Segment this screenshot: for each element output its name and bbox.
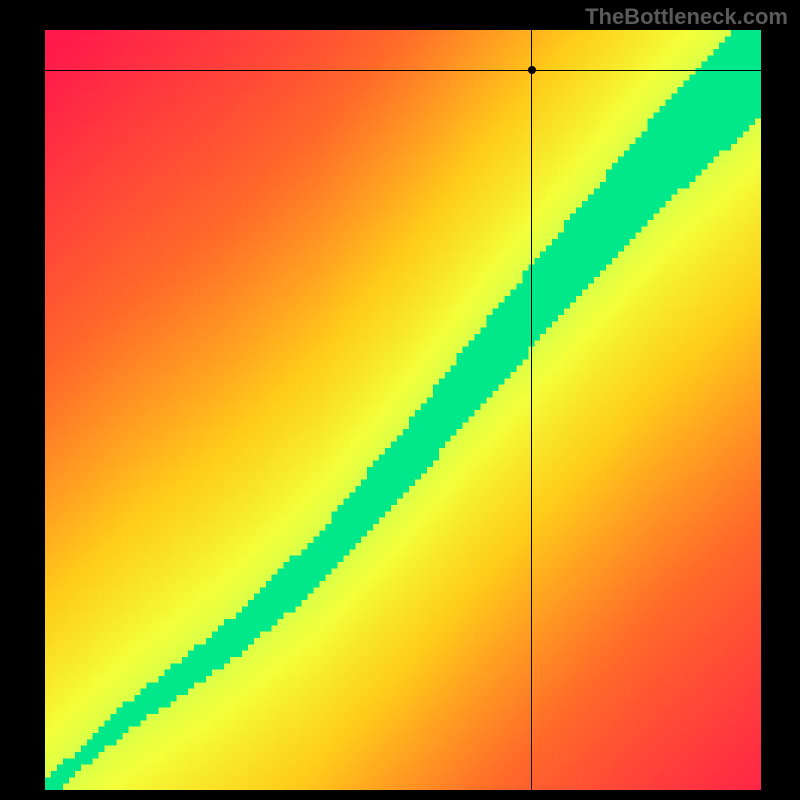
- plot-area: [45, 30, 761, 790]
- heatmap-canvas: [45, 30, 761, 790]
- chart-container: TheBottleneck.com: [0, 0, 800, 800]
- crosshair-vertical: [531, 30, 532, 790]
- intersection-marker: [528, 66, 536, 74]
- crosshair-horizontal: [45, 70, 761, 71]
- watermark-text: TheBottleneck.com: [585, 4, 788, 30]
